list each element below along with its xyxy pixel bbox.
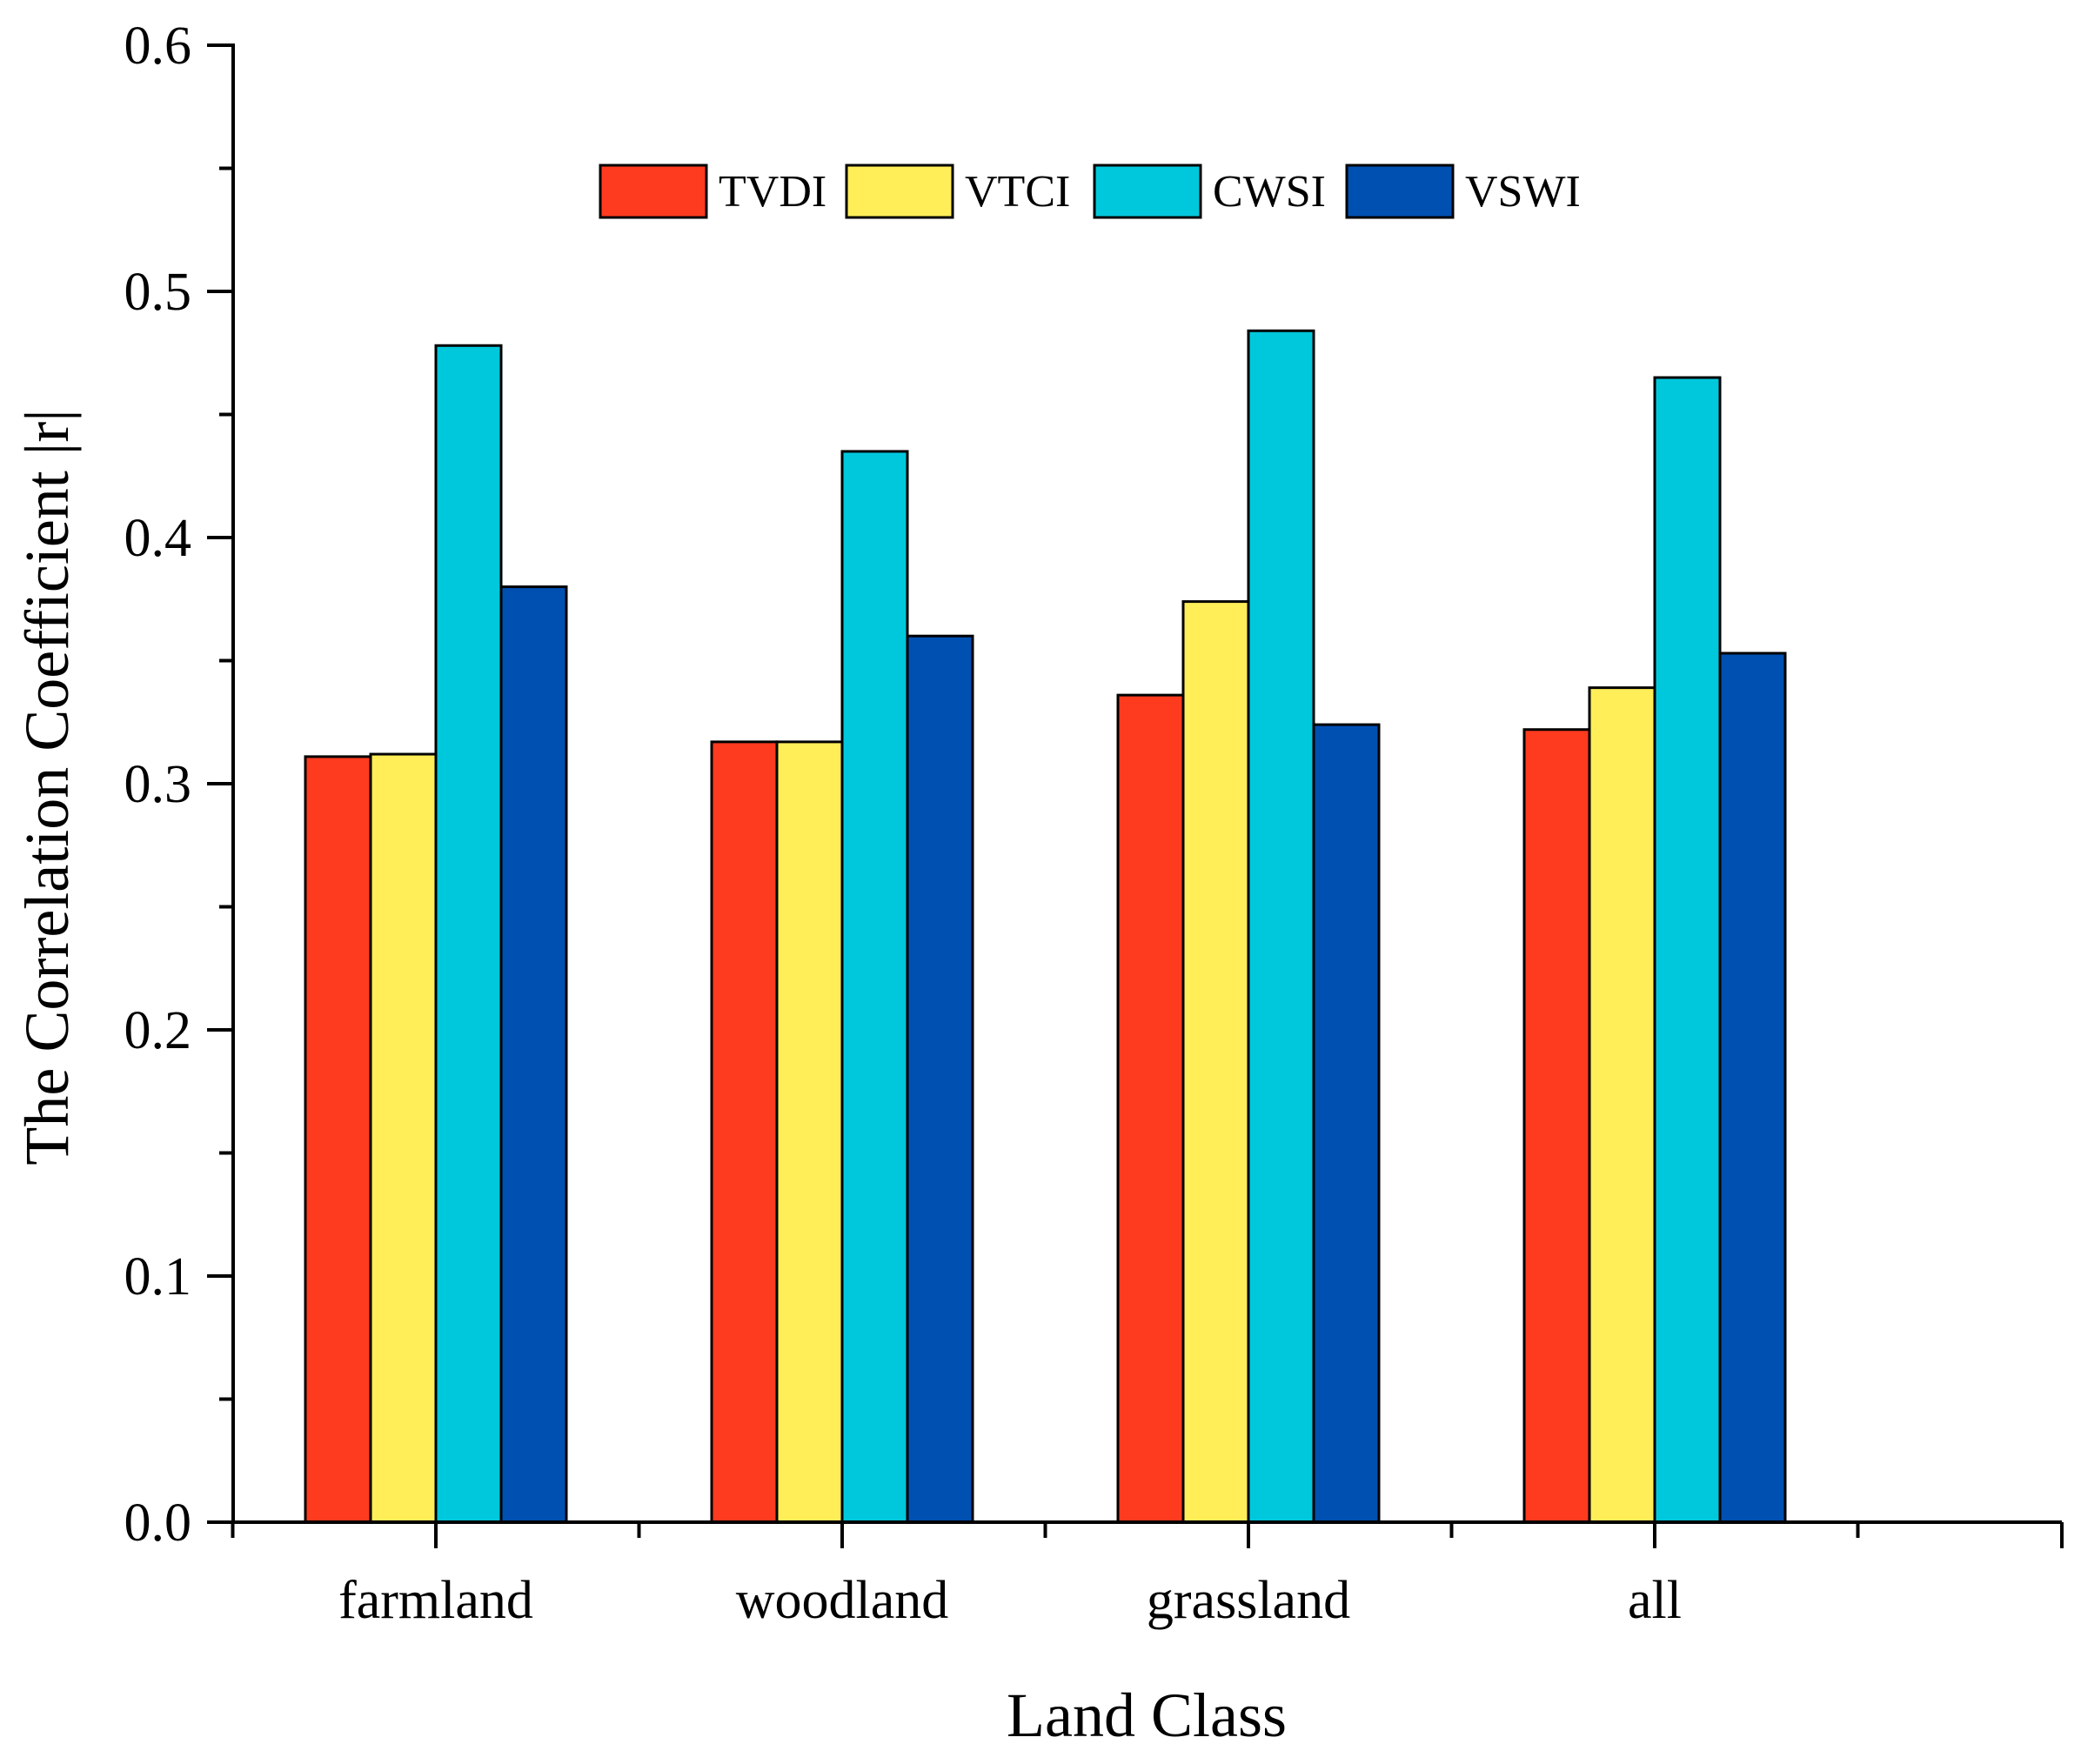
bar-vtci-grassland xyxy=(1181,600,1250,1524)
legend-swatch-vtci xyxy=(845,164,954,219)
bar-vswi-all xyxy=(1718,651,1787,1524)
bar-vswi-farmland xyxy=(499,585,568,1524)
bar-tvdi-all xyxy=(1522,728,1591,1524)
x-axis-title: Land Class xyxy=(1007,1680,1287,1750)
x-tick-label-farmland: farmland xyxy=(338,1571,533,1630)
bar-tvdi-grassland xyxy=(1116,693,1185,1524)
bar-group xyxy=(304,329,1787,1524)
x-tick-label-woodland: woodland xyxy=(736,1571,949,1630)
bar-cwsi-woodland xyxy=(840,450,909,1524)
y-axis-title: The Correlation Coefficient |r| xyxy=(12,409,82,1165)
bar-vtci-all xyxy=(1588,686,1656,1524)
y-tick-label: 0.0 xyxy=(124,1493,192,1553)
legend-swatch-tvdi xyxy=(599,164,708,219)
y-tick-label: 0.3 xyxy=(124,755,192,814)
bar-cwsi-all xyxy=(1653,376,1722,1524)
y-tick-label: 0.4 xyxy=(124,509,192,568)
bar-cwsi-farmland xyxy=(434,344,503,1524)
legend: TVDI VTCI CWSI VSWI xyxy=(599,164,1581,219)
bar-vtci-farmland xyxy=(369,752,438,1524)
y-tick-label: 0.6 xyxy=(124,17,192,76)
bar-vswi-grassland xyxy=(1312,723,1381,1524)
legend-swatch-cwsi xyxy=(1093,164,1202,219)
y-tick-label: 0.1 xyxy=(124,1247,192,1306)
bar-tvdi-woodland xyxy=(710,740,779,1524)
x-axis-ticks: farmland woodland grassland all xyxy=(231,1522,2064,1630)
y-tick-label: 0.2 xyxy=(124,1001,192,1060)
y-axis-ticks: 0.0 0.1 0.2 0.3 0.4 0.5 0.6 xyxy=(124,17,233,1553)
legend-swatch-vswi xyxy=(1345,164,1455,219)
legend-label-vtci: VTCI xyxy=(965,167,1070,217)
bar-tvdi-farmland xyxy=(304,755,372,1524)
bar-vtci-woodland xyxy=(775,740,844,1524)
legend-label-cwsi: CWSI xyxy=(1213,167,1326,217)
legend-label-tvdi: TVDI xyxy=(719,167,826,217)
y-tick-label: 0.5 xyxy=(124,263,192,322)
x-tick-label-all: all xyxy=(1628,1571,1682,1630)
legend-label-vswi: VSWI xyxy=(1465,167,1581,217)
bar-cwsi-grassland xyxy=(1247,329,1315,1524)
x-tick-label-grassland: grassland xyxy=(1147,1571,1350,1630)
bar-vswi-woodland xyxy=(906,634,974,1524)
